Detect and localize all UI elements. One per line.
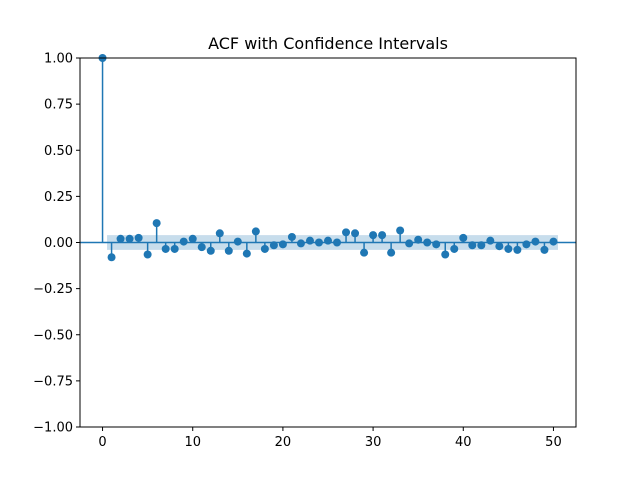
acf-point <box>477 241 486 250</box>
y-tick-label: 0.75 <box>44 98 73 113</box>
acf-point <box>269 241 278 250</box>
acf-point <box>107 253 116 262</box>
axes: 0 10 20 30 40 50 1.00 0.75 0.50 0.25 0.00 −0.25 −0.5… <box>33 52 577 450</box>
acf-point <box>287 232 296 241</box>
acf-point <box>459 233 468 242</box>
acf-point <box>405 239 414 248</box>
acf-point <box>432 240 441 249</box>
acf-point <box>495 242 504 251</box>
acf-point <box>278 240 287 249</box>
acf-point <box>504 244 513 253</box>
acf-point <box>251 227 260 236</box>
acf-point <box>296 239 305 248</box>
acf-point <box>423 238 432 247</box>
y-tick-label: 0.50 <box>44 144 73 159</box>
acf-point <box>486 236 495 245</box>
acf-point <box>170 244 179 253</box>
acf-point <box>206 246 215 255</box>
acf-point <box>351 229 360 238</box>
acf-point <box>179 237 188 246</box>
acf-point <box>188 234 197 243</box>
y-tick-label: −0.50 <box>33 328 73 343</box>
x-tick-label: 20 <box>275 435 292 450</box>
acf-point <box>549 237 558 246</box>
acf-point <box>125 234 134 243</box>
acf-point <box>441 250 450 259</box>
x-tick-label: 50 <box>545 435 562 450</box>
acf-point <box>305 236 314 245</box>
acf-point <box>369 231 378 240</box>
y-tick-label: −1.00 <box>33 421 73 436</box>
acf-point <box>233 237 242 246</box>
acf-point <box>143 250 152 259</box>
y-tick-label: 1.00 <box>44 52 73 67</box>
chart-title: ACF with Confidence Intervals <box>208 34 448 53</box>
x-tick-label: 10 <box>184 435 201 450</box>
acf-point <box>450 244 459 253</box>
acf-point <box>522 240 531 249</box>
acf-point <box>161 244 170 253</box>
acf-point <box>540 245 549 254</box>
acf-point <box>152 219 161 228</box>
acf-point <box>242 249 251 258</box>
y-tick-label: 0.25 <box>44 190 73 205</box>
acf-point <box>324 236 332 245</box>
acf-point <box>387 248 396 257</box>
acf-point <box>224 246 233 255</box>
acf-point <box>396 226 405 235</box>
acf-point <box>360 248 369 257</box>
x-tick-label: 40 <box>455 435 472 450</box>
acf-point <box>333 238 342 247</box>
acf-point <box>260 244 269 253</box>
acf-point <box>531 237 540 246</box>
acf-point <box>116 234 125 243</box>
acf-point <box>513 245 522 254</box>
acf-point <box>468 241 477 250</box>
y-tick-label: 0.00 <box>44 236 73 251</box>
acf-point <box>378 231 387 240</box>
acf-point <box>314 238 323 247</box>
y-tick-label: −0.25 <box>33 282 73 297</box>
x-tick-label: 0 <box>98 435 106 450</box>
acf-point <box>134 233 143 242</box>
acf-point <box>197 243 206 252</box>
acf-point <box>215 229 224 238</box>
x-tick-label: 30 <box>365 435 382 450</box>
acf-point <box>342 228 351 237</box>
plot-area <box>80 54 576 262</box>
acf-point <box>414 235 423 244</box>
y-tick-label: −0.75 <box>33 374 73 389</box>
